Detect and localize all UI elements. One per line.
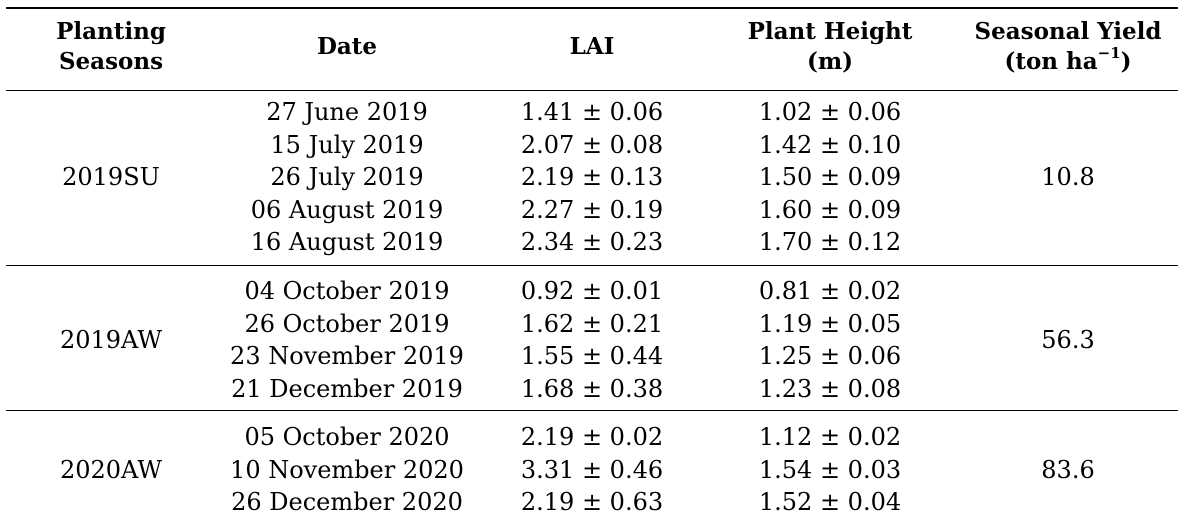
lai-cell: 1.55 ± 0.44	[520, 342, 664, 371]
header-lai: LAI	[569, 33, 615, 60]
lai-cell: 2.19 ± 0.63	[520, 488, 664, 517]
plant-height-cell: 1.50 ± 0.09	[758, 163, 902, 192]
yield-cell: 10.8	[1041, 163, 1095, 192]
header-plant-height: Plant Height (m)	[716, 17, 944, 77]
date-cell: 15 July 2019	[270, 130, 424, 159]
header-date: Date	[316, 33, 378, 60]
plant-height-cell: 1.25 ± 0.06	[758, 342, 902, 371]
lai-cell: 2.19 ± 0.02	[520, 423, 664, 451]
lai-cell: 3.31 ± 0.46	[520, 455, 664, 484]
group-separator-rule	[6, 410, 1178, 411]
plant-height-cell: 0.81 ± 0.02	[758, 277, 902, 305]
date-cell: 16 August 2019	[250, 228, 444, 257]
yield-cell: 56.3	[1041, 325, 1095, 354]
date-cell: 26 October 2019	[244, 309, 450, 338]
plant-height-cell: 1.02 ± 0.06	[758, 98, 902, 126]
date-cell: 26 December 2020	[231, 488, 463, 517]
season-cell: 2019SU	[62, 163, 160, 192]
header-text: Plant Height	[747, 18, 913, 45]
lai-cell: 2.34 ± 0.23	[520, 228, 664, 257]
header-planting-seasons: Planting Seasons	[6, 17, 216, 77]
plant-height-cell: 1.52 ± 0.04	[758, 488, 902, 517]
header-text: Seasons	[58, 48, 164, 75]
plant-height-cell: 1.54 ± 0.03	[758, 455, 902, 484]
group-separator-rule	[6, 265, 1178, 266]
lai-cell: 2.19 ± 0.13	[520, 163, 664, 192]
season-cell: 2020AW	[59, 455, 163, 484]
date-cell: 05 October 2020	[244, 423, 450, 451]
plant-height-cell: 1.23 ± 0.08	[758, 374, 902, 403]
lai-cell: 1.41 ± 0.06	[520, 98, 664, 126]
plant-height-cell: 1.42 ± 0.10	[758, 130, 902, 159]
header-seasonal-yield: Seasonal Yield (ton ha−1)	[958, 17, 1178, 77]
plant-height-cell: 1.60 ± 0.09	[758, 195, 902, 224]
header-rule	[6, 90, 1178, 91]
table-top-rule	[6, 7, 1178, 9]
lai-cell: 2.27 ± 0.19	[520, 195, 664, 224]
plant-height-cell: 1.12 ± 0.02	[758, 423, 902, 451]
plant-height-cell: 1.70 ± 0.12	[758, 228, 902, 257]
lai-cell: 2.07 ± 0.08	[520, 130, 664, 159]
date-cell: 21 December 2019	[231, 374, 463, 403]
header-text: )	[1120, 48, 1132, 75]
header-text: Seasonal Yield	[974, 18, 1162, 45]
header-text: (ton ha−1)	[958, 44, 1178, 77]
date-cell: 26 July 2019	[270, 163, 424, 192]
season-cell: 2019AW	[59, 325, 163, 354]
header-text: Planting	[56, 18, 166, 45]
date-cell: 04 October 2019	[244, 277, 450, 305]
header-text: (m)	[806, 48, 854, 75]
yield-cell: 83.6	[1041, 455, 1095, 484]
date-cell: 06 August 2019	[250, 195, 444, 224]
date-cell: 23 November 2019	[230, 342, 464, 371]
lai-cell: 1.68 ± 0.38	[520, 374, 664, 403]
lai-cell: 1.62 ± 0.21	[520, 309, 664, 338]
date-cell: 27 June 2019	[266, 98, 428, 126]
date-cell: 10 November 2020	[230, 455, 464, 484]
header-text: (ton ha	[1004, 48, 1098, 75]
superscript: −1	[1097, 44, 1121, 63]
lai-cell: 0.92 ± 0.01	[520, 277, 664, 305]
plant-height-cell: 1.19 ± 0.05	[758, 309, 902, 338]
